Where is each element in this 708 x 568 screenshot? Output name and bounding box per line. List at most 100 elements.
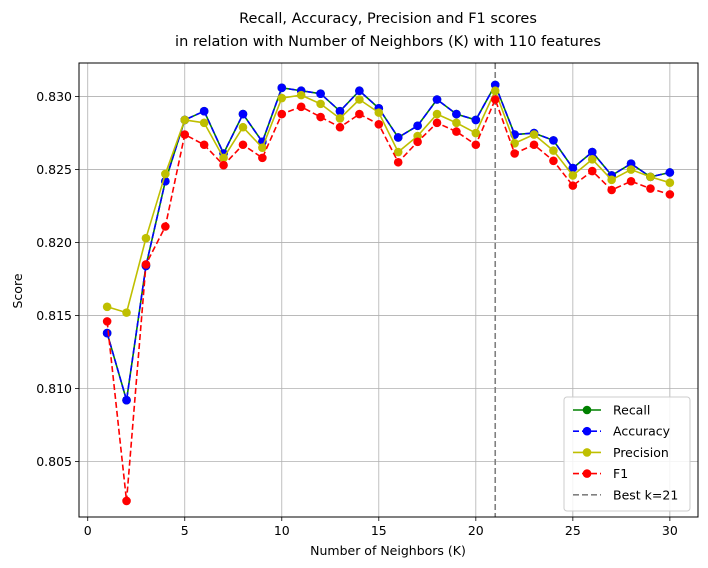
precision-point	[355, 95, 364, 104]
accuracy-point	[238, 109, 248, 119]
f1-point	[549, 156, 558, 166]
precision-point	[529, 130, 539, 139]
f1-point	[219, 160, 228, 170]
accuracy-point	[432, 95, 442, 104]
accuracy-point	[665, 168, 675, 177]
legend-marker	[582, 405, 592, 415]
precision-point	[568, 171, 578, 180]
precision-point	[141, 233, 151, 243]
accuracy-point	[587, 147, 597, 157]
y-tick-label: 0.825	[36, 162, 72, 177]
f1-point	[238, 140, 248, 150]
precision-point	[258, 143, 267, 152]
x-tick-label: 30	[662, 523, 678, 538]
precision-point	[238, 122, 248, 132]
precision-point	[587, 155, 597, 164]
f1-point	[568, 181, 578, 190]
f1-point	[102, 317, 112, 326]
accuracy-point	[452, 109, 461, 119]
accuracy-point	[393, 133, 403, 142]
precision-point	[471, 128, 481, 138]
f1-point	[122, 496, 131, 506]
precision-point	[607, 175, 616, 185]
x-axis-ticks: 0 5 10 15 20 25 30	[84, 517, 678, 538]
legend-marker	[582, 469, 592, 478]
f1-point	[626, 176, 636, 186]
y-tick-label: 0.830	[36, 89, 72, 104]
accuracy-point	[199, 106, 209, 116]
y-tick-label: 0.815	[36, 308, 72, 323]
f1-point	[199, 140, 209, 150]
f1-point	[646, 184, 655, 193]
legend-label: F1	[613, 466, 628, 481]
precision-point	[374, 108, 384, 117]
legend-item-accuracy: Accuracy	[573, 424, 671, 439]
y-axis-label: Score	[10, 273, 25, 308]
precision-point	[335, 114, 345, 123]
f1-point	[374, 120, 384, 129]
precision-point	[665, 178, 675, 188]
chart-title-line1: Recall, Accuracy, Precision and F1 score…	[239, 11, 537, 27]
precision-point	[393, 147, 403, 157]
accuracy-point	[568, 163, 578, 173]
f1-point	[490, 95, 500, 104]
precision-point	[102, 302, 112, 312]
precision-point	[296, 90, 306, 100]
precision-point	[199, 118, 209, 128]
y-tick-label: 0.805	[36, 454, 72, 469]
f1-point	[180, 130, 190, 139]
f1-point	[393, 157, 403, 167]
precision-point	[277, 93, 287, 103]
f1-point	[452, 127, 461, 136]
accuracy-point	[277, 83, 287, 93]
legend-marker	[582, 426, 592, 436]
legend-marker	[582, 448, 592, 457]
y-tick-label: 0.810	[36, 381, 72, 396]
x-tick-label: 25	[565, 523, 581, 538]
grid-lines	[79, 63, 698, 517]
precision-point	[626, 165, 636, 174]
series-precision	[102, 86, 675, 317]
legend-item-best-k-21: Best k=21	[573, 487, 678, 502]
x-tick-label: 15	[371, 523, 387, 538]
precision-point	[490, 86, 500, 96]
f1-point	[607, 185, 616, 195]
series-layer	[102, 80, 675, 506]
f1-point	[335, 122, 345, 132]
legend-item-f1: F1	[573, 466, 628, 481]
legend-box	[563, 396, 691, 512]
accuracy-point	[471, 115, 481, 125]
precision-point	[646, 172, 655, 182]
x-tick-label: 10	[274, 523, 290, 538]
f1-point	[471, 140, 481, 150]
f1-point	[355, 109, 364, 119]
precision-point	[432, 109, 442, 119]
x-tick-label: 0	[84, 523, 92, 538]
legend: Recall Accuracy Precision F1 Best k=21	[563, 396, 691, 512]
plot-frame	[78, 62, 699, 518]
f1-point	[587, 166, 597, 176]
accuracy-point	[122, 395, 131, 405]
precision-point	[316, 99, 325, 109]
precision-point	[180, 115, 190, 125]
legend-item-precision: Precision	[573, 445, 669, 460]
accuracy-point	[102, 328, 112, 338]
series-f1	[102, 95, 675, 506]
legend-label: Recall	[613, 403, 650, 418]
f1-point	[277, 109, 287, 119]
precision-point	[122, 308, 131, 317]
legend-label: Accuracy	[613, 424, 671, 439]
precision-point	[219, 153, 228, 163]
f1-point	[141, 260, 151, 269]
legend-label: Precision	[613, 445, 669, 460]
f1-point	[665, 190, 675, 199]
f1-point	[413, 137, 422, 147]
accuracy-point	[549, 136, 558, 145]
f1-point	[529, 140, 539, 150]
f1-point	[161, 222, 170, 231]
x-tick-label: 5	[181, 523, 189, 538]
precision-point	[452, 118, 461, 128]
y-axis-ticks: 0.805 0.810 0.815 0.820 0.825 0.830	[36, 89, 79, 469]
precision-point	[161, 169, 170, 179]
